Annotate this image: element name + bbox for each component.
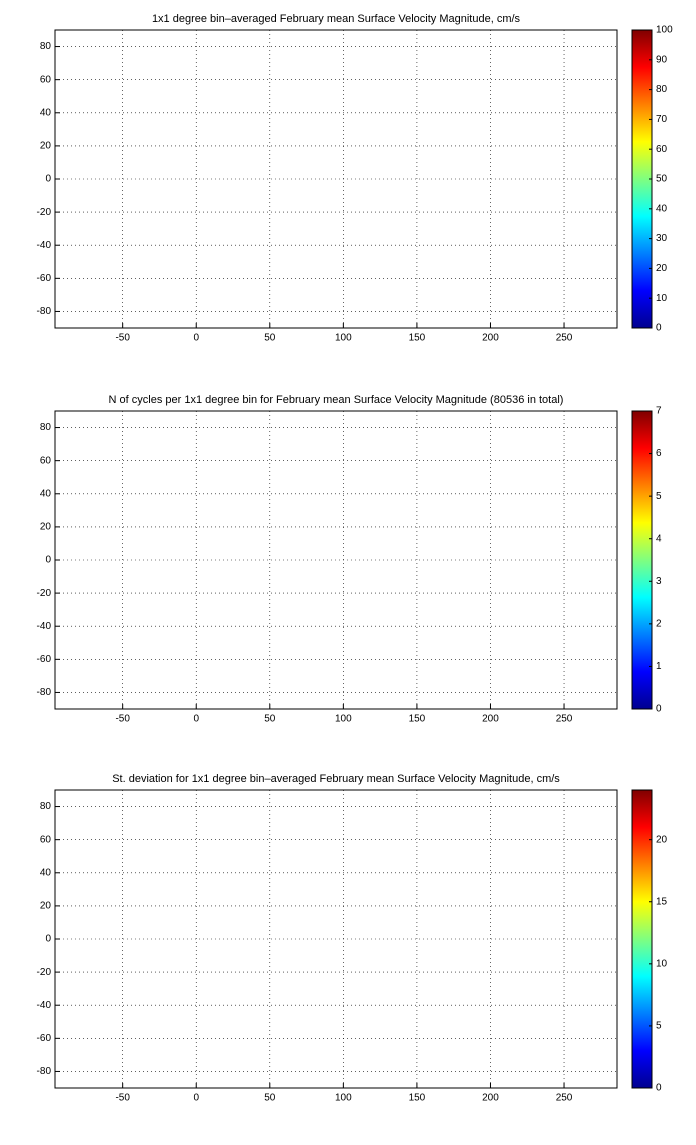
y-tick-label: 40 bbox=[40, 107, 52, 118]
colorbar-tick-label: 4 bbox=[656, 533, 662, 544]
colorbar-tick-label: 60 bbox=[656, 144, 668, 155]
y-tick-label: -40 bbox=[37, 240, 52, 251]
y-tick-label: 40 bbox=[40, 867, 52, 878]
y-tick-label: 60 bbox=[40, 74, 52, 85]
colorbar-tick-label: 10 bbox=[656, 293, 668, 304]
colorbar-tick-label: 1 bbox=[656, 661, 662, 672]
axes-box bbox=[54, 29, 618, 329]
x-tick-label: 0 bbox=[193, 1093, 199, 1104]
x-tick-label: 100 bbox=[335, 714, 352, 725]
colorbar-tick-label: 6 bbox=[656, 448, 662, 459]
y-tick-label: 20 bbox=[40, 522, 52, 533]
x-tick-label: 50 bbox=[264, 333, 276, 344]
x-tick-label: 50 bbox=[264, 714, 276, 725]
colorbar-tick-label: 100 bbox=[656, 25, 673, 36]
x-tick-label: 0 bbox=[193, 714, 199, 725]
y-tick-label: 80 bbox=[40, 422, 52, 433]
axes-box bbox=[54, 410, 618, 710]
colorbar-tick-label: 90 bbox=[656, 54, 668, 65]
colorbar-tick-label: 40 bbox=[656, 203, 668, 214]
colorbar-tick-label: 10 bbox=[656, 958, 668, 969]
y-tick-label: -80 bbox=[37, 306, 52, 317]
x-tick-label: 250 bbox=[556, 714, 573, 725]
colorbar-tick-label: 0 bbox=[656, 323, 662, 334]
x-tick-label: 150 bbox=[409, 1093, 426, 1104]
y-tick-label: -60 bbox=[37, 654, 52, 665]
colorbar-tick-label: 50 bbox=[656, 174, 668, 185]
y-tick-label: -80 bbox=[37, 687, 52, 698]
panel-title: St. deviation for 1x1 degree bin–average… bbox=[112, 773, 560, 785]
colorbar-tick-label: 5 bbox=[656, 1021, 662, 1032]
panel-title: N of cycles per 1x1 degree bin for Febru… bbox=[109, 394, 564, 406]
x-tick-label: 100 bbox=[335, 1093, 352, 1104]
colorbar bbox=[631, 410, 653, 710]
colorbar-tick-label: 15 bbox=[656, 896, 668, 907]
y-tick-label: 0 bbox=[45, 934, 51, 945]
y-tick-label: -40 bbox=[37, 1000, 52, 1011]
x-tick-label: -50 bbox=[115, 714, 130, 725]
y-tick-label: -20 bbox=[37, 588, 52, 599]
y-tick-label: 0 bbox=[45, 555, 51, 566]
colorbar-tick-label: 20 bbox=[656, 263, 668, 274]
y-tick-label: -60 bbox=[37, 273, 52, 284]
y-tick-label: -40 bbox=[37, 621, 52, 632]
x-tick-label: 150 bbox=[409, 333, 426, 344]
x-tick-label: 200 bbox=[482, 333, 499, 344]
colorbar-tick-label: 20 bbox=[656, 834, 668, 845]
y-tick-label: 80 bbox=[40, 41, 52, 52]
x-tick-label: 100 bbox=[335, 333, 352, 344]
y-tick-label: 20 bbox=[40, 141, 52, 152]
y-tick-label: -60 bbox=[37, 1033, 52, 1044]
panel-title: 1x1 degree bin–averaged February mean Su… bbox=[152, 13, 521, 25]
x-tick-label: -50 bbox=[115, 1093, 130, 1104]
colorbar-tick-label: 0 bbox=[656, 1083, 662, 1094]
y-tick-label: 60 bbox=[40, 834, 52, 845]
colorbar-tick-label: 30 bbox=[656, 233, 668, 244]
y-tick-label: 20 bbox=[40, 901, 52, 912]
y-tick-label: -20 bbox=[37, 967, 52, 978]
y-tick-label: 0 bbox=[45, 174, 51, 185]
colorbar-tick-label: 7 bbox=[656, 406, 662, 417]
y-tick-label: -20 bbox=[37, 207, 52, 218]
colorbar-tick-label: 3 bbox=[656, 576, 662, 587]
colorbar-tick-label: 80 bbox=[656, 84, 668, 95]
x-tick-label: -50 bbox=[115, 333, 130, 344]
x-tick-label: 50 bbox=[264, 1093, 276, 1104]
colorbar-tick-label: 5 bbox=[656, 491, 662, 502]
colorbar-tick-label: 2 bbox=[656, 618, 662, 629]
x-tick-label: 250 bbox=[556, 333, 573, 344]
y-tick-label: 40 bbox=[40, 488, 52, 499]
colorbar-tick-label: 70 bbox=[656, 114, 668, 125]
x-tick-label: 200 bbox=[482, 714, 499, 725]
axes-box bbox=[54, 789, 618, 1089]
x-tick-label: 200 bbox=[482, 1093, 499, 1104]
colorbar bbox=[631, 789, 653, 1089]
x-tick-label: 0 bbox=[193, 333, 199, 344]
x-tick-label: 150 bbox=[409, 714, 426, 725]
x-tick-label: 250 bbox=[556, 1093, 573, 1104]
colorbar-tick-label: 0 bbox=[656, 704, 662, 715]
y-tick-label: 60 bbox=[40, 455, 52, 466]
y-tick-label: -80 bbox=[37, 1066, 52, 1077]
y-tick-label: 80 bbox=[40, 801, 52, 812]
